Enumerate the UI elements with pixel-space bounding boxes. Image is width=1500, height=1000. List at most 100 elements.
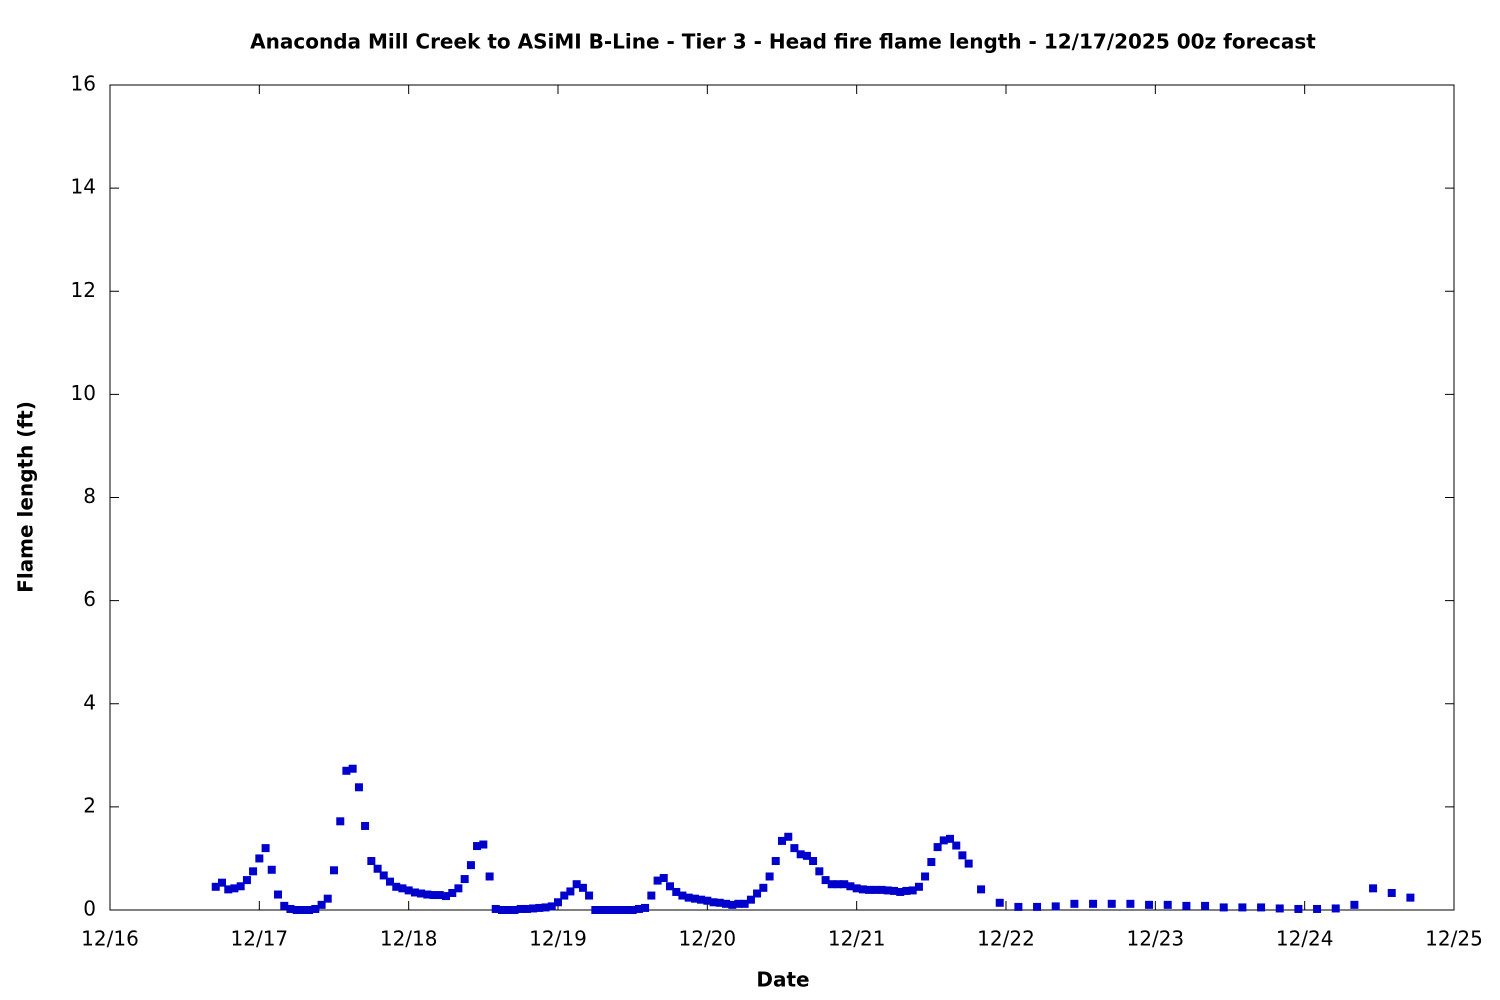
data-point — [435, 891, 444, 900]
data-point — [218, 878, 226, 887]
data-point — [379, 871, 388, 880]
data-point — [616, 906, 625, 914]
data-point — [311, 904, 320, 913]
data-point — [958, 851, 967, 860]
data-point — [921, 872, 930, 881]
x-tick-label: 12/17 — [231, 927, 289, 951]
y-tick-label: 14 — [71, 175, 96, 199]
data-point — [653, 876, 662, 885]
x-tick-label: 12/19 — [529, 927, 587, 951]
data-point — [759, 883, 768, 892]
data-point — [827, 880, 836, 889]
data-point — [342, 766, 351, 775]
x-axis-label: Date — [756, 968, 809, 992]
data-point — [367, 857, 376, 866]
data-point — [672, 887, 681, 896]
data-point — [834, 880, 842, 889]
data-point — [267, 865, 276, 874]
data-point — [1014, 902, 1023, 911]
plot-frame — [109, 84, 1455, 911]
data-point — [877, 885, 886, 894]
data-point — [865, 885, 874, 894]
data-point — [790, 844, 799, 853]
x-tick-label: 12/16 — [81, 927, 139, 951]
data-point — [802, 851, 811, 860]
data-point — [423, 890, 432, 899]
data-point — [902, 886, 911, 895]
data-point — [914, 882, 923, 891]
x-tick-label: 12/25 — [1425, 927, 1483, 951]
data-point — [846, 882, 855, 891]
data-point — [1070, 899, 1079, 908]
data-point — [678, 891, 687, 900]
data-point — [634, 904, 643, 913]
data-point — [883, 886, 892, 895]
data-point — [261, 844, 270, 853]
data-point — [255, 854, 264, 863]
data-point — [404, 886, 413, 895]
data-point — [703, 896, 712, 905]
data-point — [908, 886, 917, 895]
data-point — [1406, 893, 1415, 902]
data-point — [939, 836, 948, 845]
data-point — [348, 764, 357, 773]
data-point — [242, 876, 251, 885]
data-point — [1350, 900, 1359, 909]
data-point — [821, 876, 830, 885]
y-tick-label: 2 — [83, 793, 96, 817]
data-point — [1257, 903, 1266, 912]
data-point — [529, 904, 538, 913]
data-point — [1126, 899, 1135, 908]
data-point — [1219, 903, 1228, 912]
y-tick-label: 8 — [83, 484, 96, 508]
data-point — [622, 906, 631, 914]
x-tick-label: 12/24 — [1276, 927, 1334, 951]
data-point — [815, 867, 824, 876]
data-point — [354, 783, 363, 792]
data-point — [659, 874, 668, 883]
x-tick-label: 12/20 — [679, 927, 737, 951]
data-point — [578, 883, 587, 892]
x-tick-label: 12/21 — [828, 927, 886, 951]
data-point — [1313, 904, 1322, 913]
data-point — [398, 884, 407, 893]
data-point — [323, 894, 332, 903]
data-point — [491, 904, 500, 913]
data-point — [386, 877, 394, 886]
data-point — [224, 885, 233, 894]
data-point — [1145, 900, 1154, 909]
y-axis-label: Flame length (ft) — [14, 401, 38, 593]
data-point — [286, 904, 295, 913]
y-tick-label: 12 — [71, 278, 96, 302]
data-point — [771, 857, 780, 866]
data-point — [317, 900, 326, 909]
data-point — [504, 906, 513, 914]
y-tick-label: 0 — [83, 897, 96, 921]
data-point — [890, 886, 898, 895]
data-point — [498, 906, 506, 914]
data-point — [1182, 901, 1191, 910]
data-point — [466, 861, 475, 870]
data-point — [1033, 902, 1042, 911]
data-point — [746, 895, 755, 904]
y-tick-label: 10 — [71, 381, 96, 405]
data-point — [330, 866, 338, 875]
data-point — [485, 872, 494, 881]
data-point — [249, 867, 258, 876]
data-point — [896, 887, 905, 896]
data-point — [709, 898, 718, 907]
y-tick-label: 4 — [83, 690, 96, 714]
data-point — [429, 891, 438, 900]
data-point — [572, 880, 581, 889]
data-point — [610, 906, 618, 914]
data-point — [442, 892, 450, 901]
data-point — [392, 882, 401, 891]
data-point — [1051, 902, 1060, 911]
data-point — [230, 884, 239, 893]
data-point — [554, 898, 562, 907]
data-point — [647, 891, 656, 900]
data-point — [715, 898, 724, 907]
data-point — [361, 821, 370, 830]
